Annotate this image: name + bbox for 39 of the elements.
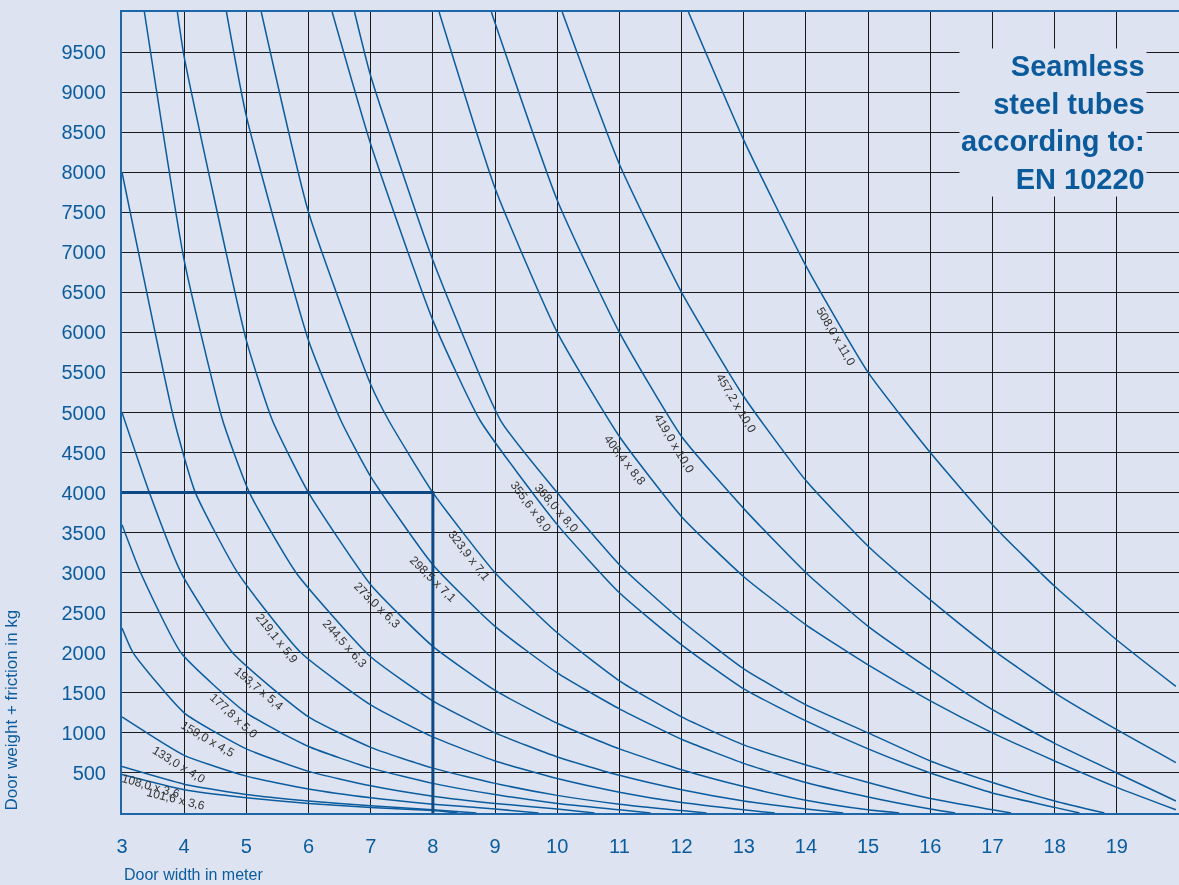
x-tick-label: 14 <box>794 835 818 857</box>
x-tick-label: 3 <box>116 835 128 857</box>
y-tick-label: 3500 <box>61 521 106 544</box>
y-tick-label: 5000 <box>61 401 106 424</box>
x-tick-label: 9 <box>489 835 501 857</box>
y-tick-label: 5500 <box>61 361 106 384</box>
x-tick-label: 15 <box>856 835 880 857</box>
y-tick-label: 4000 <box>61 481 106 504</box>
x-tick-label: 18 <box>1043 835 1066 857</box>
y-tick-label: 1500 <box>61 681 106 704</box>
y-tick-label: 2500 <box>61 601 106 624</box>
x-tick-label: 5 <box>240 835 252 857</box>
x-tick-label: 10 <box>546 835 569 857</box>
y-tick-label: 3000 <box>61 561 106 584</box>
y-tick-label: 6500 <box>61 281 106 304</box>
y-tick-label: 7000 <box>61 241 106 264</box>
text: Seamless steel tubes according to: EN 10220 <box>961 50 1145 196</box>
x-tick-label: 19 <box>1105 835 1128 857</box>
x-tick-label: 6 <box>302 835 315 857</box>
y-tick-label: 8000 <box>61 161 106 184</box>
y-tick-label: 500 <box>72 761 106 784</box>
y-tick-label: 6000 <box>61 321 106 344</box>
x-tick-label: 4 <box>178 835 190 857</box>
x-tick-label: 16 <box>919 835 942 857</box>
y-tick-label: 9500 <box>61 41 106 64</box>
y-tick-label: 9000 <box>61 81 106 104</box>
x-tick-label: 13 <box>732 835 755 857</box>
y-axis-title: Door weight + friction in kg <box>1 609 21 811</box>
y-tick-label: 7500 <box>61 201 106 224</box>
x-tick-label: 7 <box>365 835 377 857</box>
x-axis-title: Door width in meter <box>124 866 264 883</box>
y-tick-label: 2000 <box>61 641 106 664</box>
x-tick-label: 11 <box>609 835 630 857</box>
y-tick-label: 1000 <box>61 721 106 744</box>
y-tick-label: 8500 <box>61 121 106 144</box>
x-tick-label: 17 <box>981 835 1004 857</box>
y-tick-label: 4500 <box>61 441 106 464</box>
x-tick-label: 12 <box>670 835 693 857</box>
x-tick-label: 8 <box>427 835 439 857</box>
